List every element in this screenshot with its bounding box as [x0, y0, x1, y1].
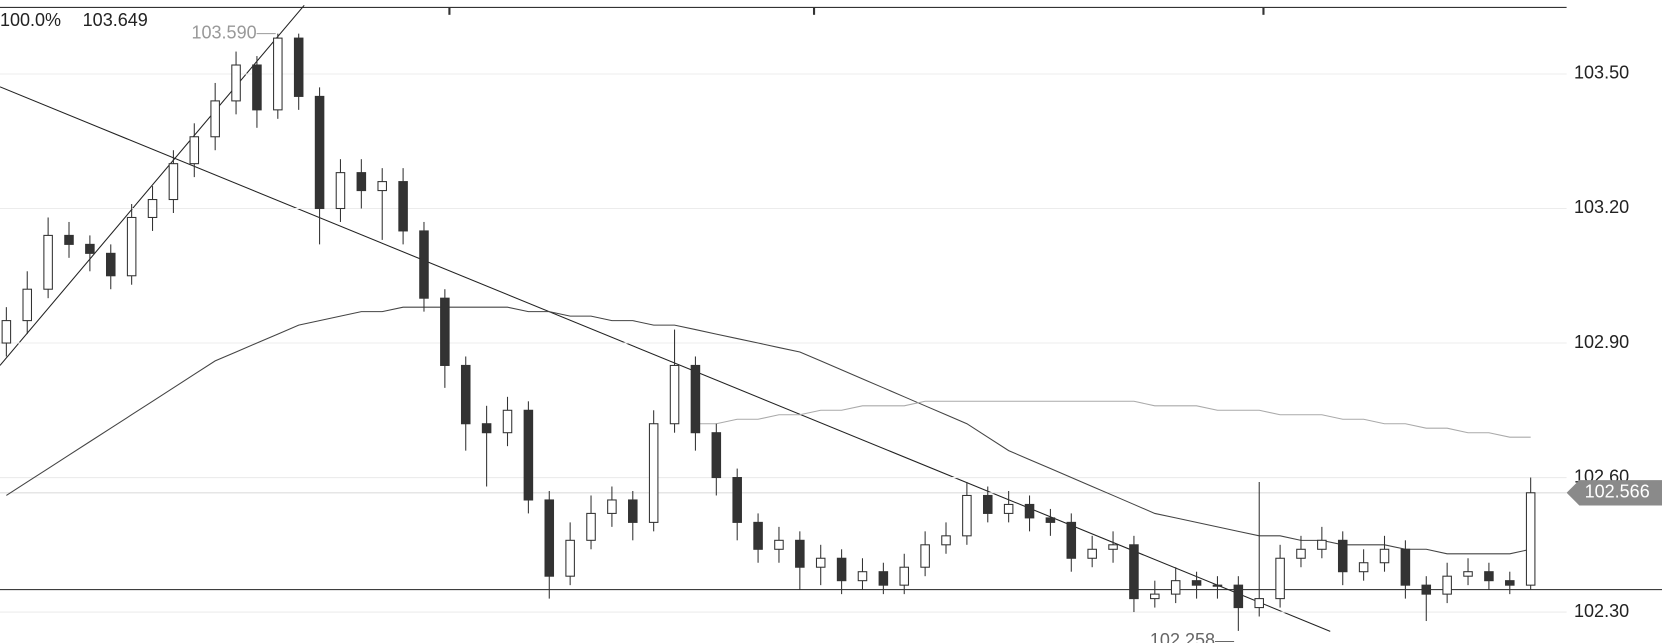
candle-body: [126, 216, 137, 277]
candle-body: [502, 409, 513, 434]
candle-body: [105, 252, 116, 277]
candle-body: [419, 230, 429, 299]
candle-body: [857, 571, 868, 582]
candle-body: [460, 364, 471, 425]
candle-body: [962, 494, 972, 537]
candle-body: [523, 409, 534, 501]
candle-body: [22, 288, 33, 322]
candle-body: [273, 37, 283, 111]
candle-body: [795, 539, 805, 568]
candle-body: [64, 234, 74, 245]
candle-body: [1045, 517, 1056, 523]
candle-body: [836, 557, 847, 582]
candle-body: [377, 181, 387, 192]
y-tick-label: 103.50: [1574, 63, 1629, 83]
price-tag-label: 102.566: [1585, 482, 1650, 502]
moving-average: [6, 306, 1531, 555]
candle-body: [1421, 584, 1432, 595]
cursor-price: 103.649: [83, 10, 148, 30]
candle-body: [1129, 544, 1139, 600]
candle-body: [440, 297, 450, 366]
candle-body: [1108, 544, 1118, 550]
trend-line: [0, 4, 305, 366]
candle-body: [1525, 492, 1536, 586]
candle-body: [189, 136, 200, 165]
candle-body: [669, 364, 680, 425]
candle-body: [168, 163, 179, 201]
candle-body: [252, 64, 262, 111]
candle-body: [335, 172, 346, 210]
plot: 102.30102.60102.90103.20103.50103.590102…: [0, 22, 1662, 643]
candle-body: [690, 364, 701, 434]
candle-body: [231, 64, 241, 102]
candle-body: [878, 571, 889, 586]
candle-body: [1191, 580, 1202, 586]
candle-body: [1254, 598, 1264, 609]
candle-body: [1087, 548, 1097, 559]
candle-body: [1150, 593, 1160, 600]
candle-body: [85, 243, 95, 254]
candle-body: [544, 499, 555, 577]
candle-body: [628, 499, 638, 523]
candle-body: [1317, 539, 1327, 550]
candle-body: [711, 432, 722, 479]
candle-body: [1379, 548, 1390, 564]
candle-body: [1442, 575, 1452, 595]
candle-body: [147, 199, 158, 219]
y-tick-label: 103.20: [1574, 197, 1629, 217]
low-label: 102.258: [1150, 630, 1215, 643]
candle-body: [1358, 562, 1369, 573]
candle-body: [356, 172, 367, 192]
candle-body: [1275, 557, 1285, 600]
candle-body: [398, 181, 408, 232]
candle-body: [753, 521, 763, 550]
candle-body: [1066, 521, 1077, 559]
candle-body: [1484, 571, 1494, 582]
price-tag: [1566, 480, 1662, 506]
candle-body: [774, 539, 784, 550]
candle-body: [1233, 584, 1244, 609]
candle-body: [815, 557, 826, 568]
candle-body: [314, 95, 325, 210]
y-tick-label: 102.90: [1574, 332, 1629, 352]
candle-body: [293, 37, 304, 97]
candle-body: [1003, 503, 1014, 514]
candle-body: [982, 494, 993, 514]
candle-body: [1337, 539, 1348, 573]
candle-body: [210, 100, 220, 138]
candle-body: [1, 320, 12, 344]
candle-body: [1212, 584, 1223, 587]
candle-body: [565, 539, 575, 577]
moving-average: [695, 400, 1531, 438]
high-label: 103.590: [192, 22, 257, 42]
candle-body: [732, 477, 742, 523]
candle-body: [481, 423, 492, 434]
candle-body: [43, 234, 53, 290]
candle-body: [920, 544, 930, 568]
candle-body: [1170, 580, 1181, 595]
candle-body: [1400, 548, 1411, 586]
candle-body: [941, 535, 951, 546]
candle-body: [1463, 571, 1473, 577]
y-tick-label: 102.30: [1574, 601, 1629, 621]
candle-body: [899, 566, 910, 586]
candle-body: [1296, 548, 1306, 559]
candle-body: [648, 423, 659, 523]
candle-body: [1505, 580, 1515, 586]
candle-body: [586, 512, 596, 541]
candle-body: [607, 499, 617, 514]
zoom-label: 100.0%: [0, 10, 61, 30]
candle-body: [1024, 503, 1035, 519]
trend-line: [0, 86, 1331, 632]
